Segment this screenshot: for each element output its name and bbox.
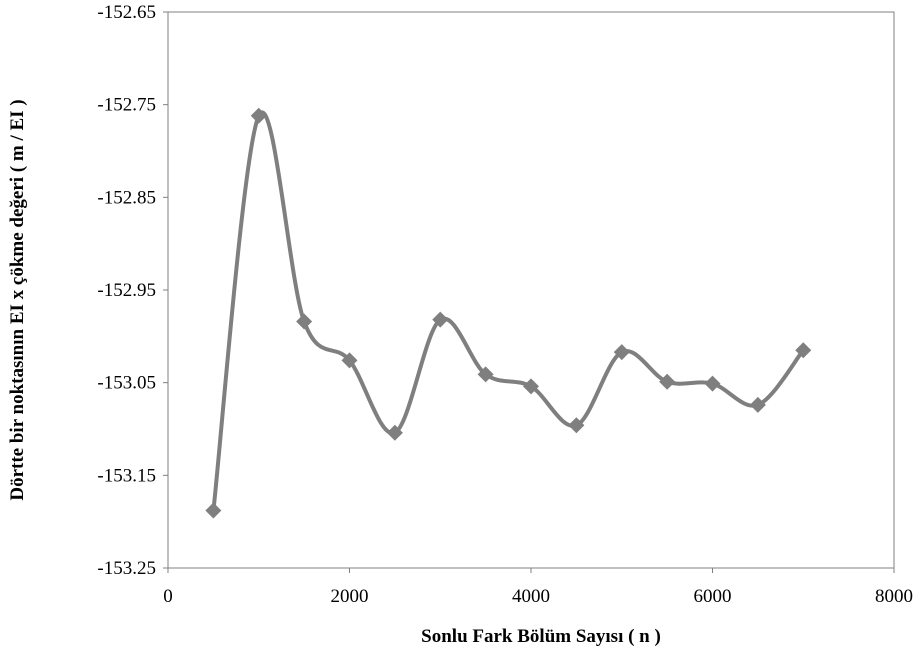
data-point-marker xyxy=(386,424,403,441)
y-axis-title: Dörtte bir noktasının EI x çökme değeri … xyxy=(7,99,28,500)
y-tick-labels: -152.65 -152.75 -152.85 -152.95 -153.05 -153.… xyxy=(97,2,156,579)
series-line xyxy=(211,110,806,513)
x-tick-label: 8000 xyxy=(875,586,913,607)
y-tick-label: -152.85 xyxy=(97,187,156,208)
series-markers xyxy=(205,107,812,519)
x-tick-label: 4000 xyxy=(512,586,550,607)
y-tick-label: -153.05 xyxy=(97,373,156,394)
y-tick-label: -152.95 xyxy=(97,280,156,301)
data-point-marker xyxy=(749,396,766,413)
data-point-marker xyxy=(250,107,267,124)
x-tick-marks xyxy=(167,568,895,573)
data-point-marker xyxy=(704,375,721,392)
data-point-marker xyxy=(795,342,812,359)
data-point-marker xyxy=(523,378,539,395)
data-point-marker xyxy=(568,417,585,434)
plot-area-frame xyxy=(167,11,895,569)
y-tick-marks xyxy=(163,11,168,569)
data-point-marker xyxy=(296,313,313,330)
y-tick-label: -153.15 xyxy=(97,465,156,486)
x-tick-label: 6000 xyxy=(694,586,732,607)
y-tick-label: -153.25 xyxy=(97,558,156,579)
x-tick-label: 0 xyxy=(163,586,173,607)
y-tick-label: -152.75 xyxy=(97,95,156,116)
x-tick-label: 2000 xyxy=(331,586,369,607)
x-tick-labels: 0 2000 4000 6000 8000 xyxy=(163,586,913,607)
data-point-marker xyxy=(205,502,222,519)
x-axis-title: Sonlu Fark Bölüm Sayısı ( n ) xyxy=(421,626,661,647)
data-point-marker xyxy=(613,344,630,361)
y-tick-label: -152.65 xyxy=(97,2,156,23)
data-point-marker xyxy=(477,366,494,383)
data-point-marker xyxy=(659,373,676,390)
data-point-marker xyxy=(341,352,358,369)
data-point-marker xyxy=(432,311,449,328)
